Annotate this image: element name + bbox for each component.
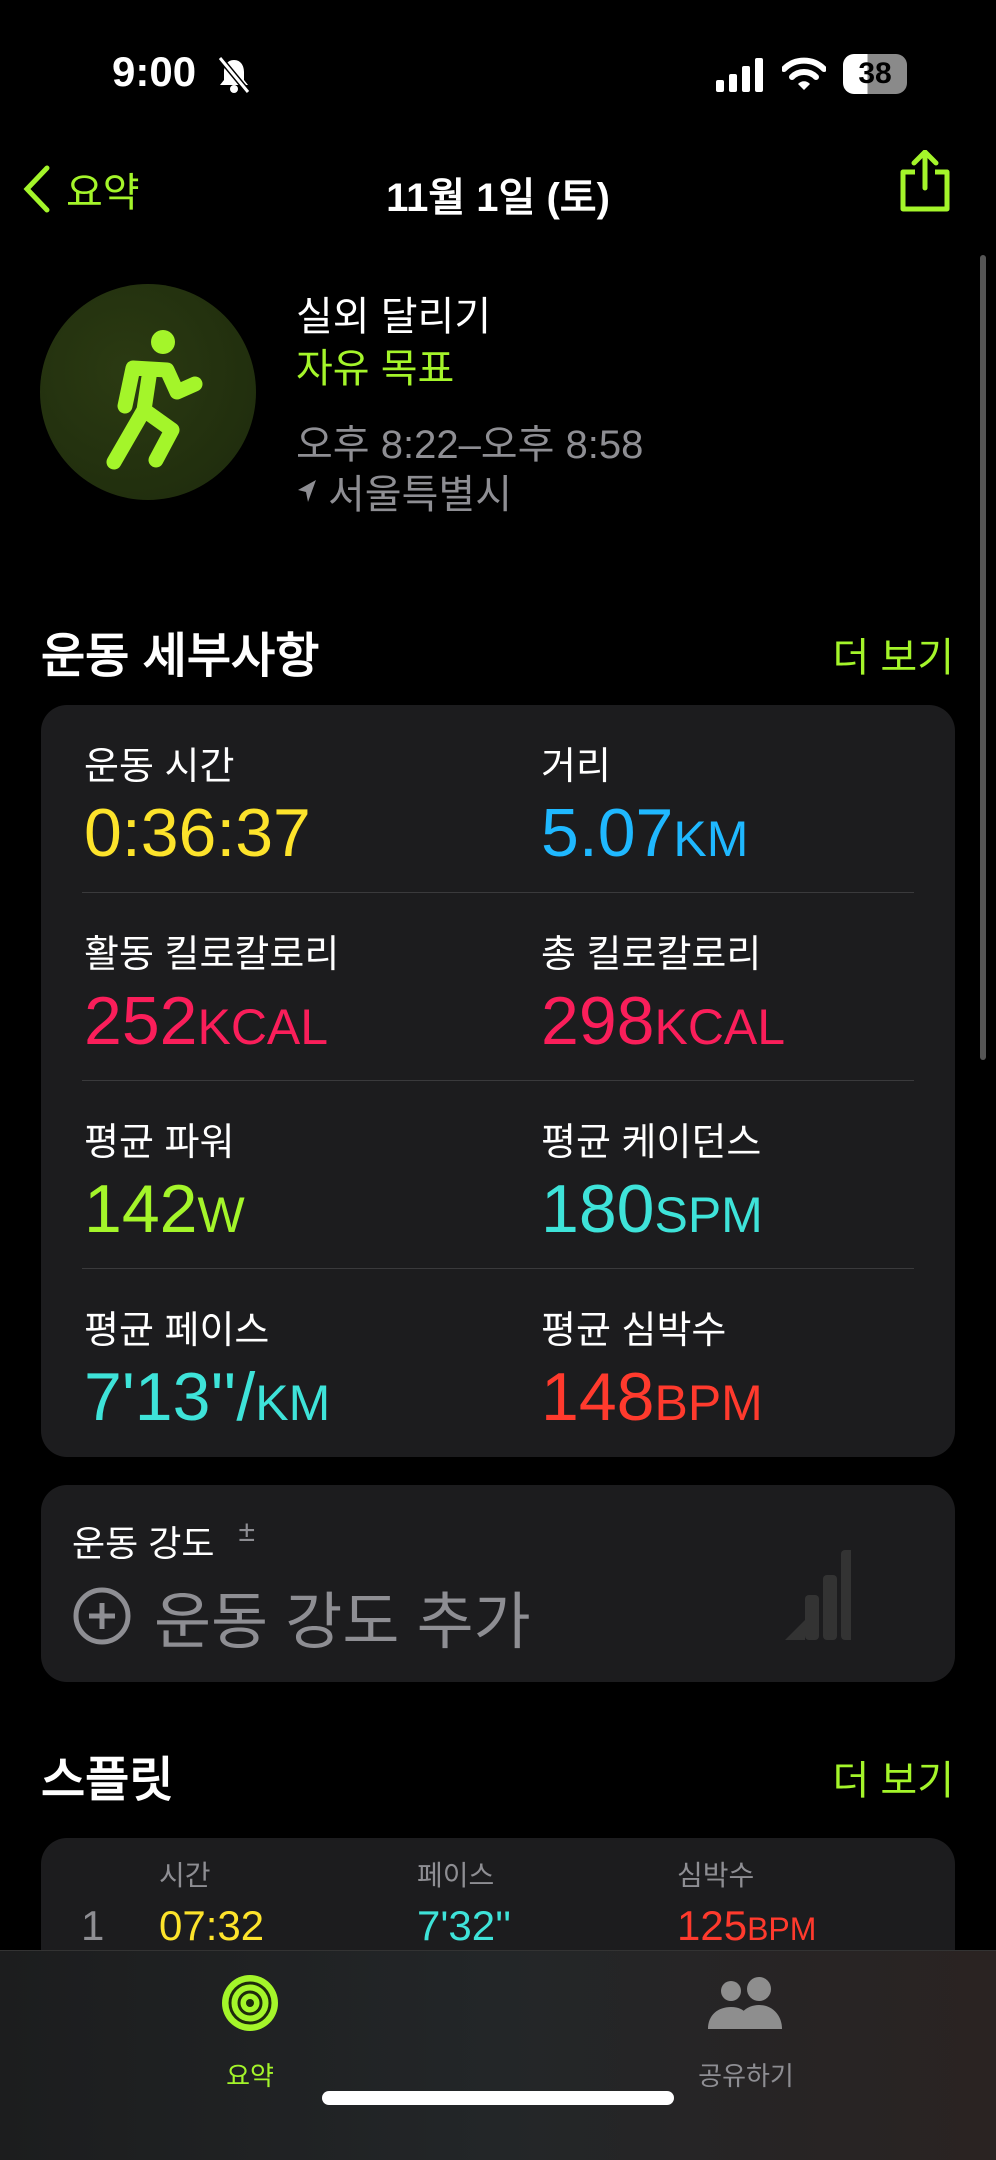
intensity-card[interactable]: 운동 강도 ± 운동 강도 추가	[41, 1485, 955, 1682]
metric-number: 180	[541, 1171, 655, 1247]
metric-label: 활동 킬로칼로리	[84, 934, 340, 976]
splits-header-hr: 심박수	[677, 1860, 755, 1891]
add-intensity-label: 운동 강도 추가	[154, 1588, 531, 1657]
split-index: 1	[81, 1902, 105, 1949]
metric-label: 총 킬로칼로리	[541, 934, 762, 976]
metric-number: 7'13''/	[84, 1359, 256, 1435]
metric-5: 평균 케이던스 180SPM	[541, 1111, 971, 1248]
split-pace: 7'32''	[417, 1902, 512, 1949]
metric-unit: KCAL	[654, 999, 786, 1055]
metric-unit: SPM	[654, 1187, 763, 1243]
location-arrow-icon	[298, 480, 316, 502]
battery-icon: 38	[843, 54, 907, 94]
metric-value: 148BPM	[541, 1358, 971, 1436]
metric-6: 평균 페이스 7'13''/KM	[84, 1299, 514, 1436]
splits-header-time: 시간	[159, 1860, 211, 1891]
scrollbar[interactable]	[980, 255, 986, 1060]
metric-label: 운동 시간	[84, 746, 235, 788]
intensity-label: 운동 강도	[72, 1523, 215, 1564]
splits-more-link[interactable]: 더 보기	[832, 1759, 954, 1803]
metric-value: 0:36:37	[84, 794, 514, 872]
metric-unit: KM	[255, 1375, 331, 1431]
metric-number: 298	[541, 983, 655, 1059]
activity-rings-icon	[222, 1975, 278, 2031]
metric-number: 252	[84, 983, 198, 1059]
home-indicator[interactable]	[322, 2091, 674, 2105]
workout-time-range: 오후 8:22–오후 8:58	[296, 423, 644, 467]
metric-2: 활동 킬로칼로리 252KCAL	[84, 923, 514, 1060]
metric-label: 평균 케이던스	[541, 1122, 762, 1164]
details-section-title: 운동 세부사항	[41, 630, 320, 683]
signal-icon	[716, 58, 763, 92]
back-label: 요약	[66, 171, 140, 215]
metric-unit: KCAL	[197, 999, 329, 1055]
metric-value: 142W	[84, 1170, 514, 1248]
bell-slash-icon	[217, 56, 251, 94]
tab-sharing-label: 공유하기	[698, 2061, 794, 2091]
divider	[82, 1080, 914, 1081]
metric-value: 7'13''/KM	[84, 1358, 514, 1436]
details-more-link[interactable]: 더 보기	[832, 636, 954, 680]
tab-sharing[interactable]: 공유하기	[646, 1971, 846, 2093]
metric-value: 5.07KM	[541, 794, 971, 872]
metric-value: 180SPM	[541, 1170, 971, 1248]
metric-4: 평균 파워 142W	[84, 1111, 514, 1248]
back-button[interactable]: 요약	[22, 160, 140, 218]
splits-section-title: 스플릿	[41, 1754, 174, 1807]
status-time: 9:00	[112, 48, 197, 95]
workout-location: 서울특별시	[296, 462, 512, 520]
running-figure-icon	[106, 330, 203, 470]
metric-number: 5.07	[541, 795, 674, 871]
metric-3: 총 킬로칼로리 298KCAL	[541, 923, 971, 1060]
metric-0: 운동 시간 0:36:37	[84, 735, 514, 872]
details-card: 운동 시간 0:36:37 거리 5.07KM 활동 킬로칼로리 252KCAL 총 킬로칼…	[41, 705, 955, 1457]
metric-unit: BPM	[654, 1375, 763, 1431]
divider	[82, 1268, 914, 1269]
split-hr: 125BPM	[677, 1902, 816, 1950]
metric-label: 평균 페이스	[84, 1310, 270, 1352]
workout-goal: 자유 목표	[296, 347, 455, 391]
metric-unit: W	[197, 1187, 245, 1243]
metric-7: 평균 심박수 148BPM	[541, 1299, 971, 1436]
tab-bar: 요약 공유하기	[0, 1950, 996, 2160]
metric-label: 평균 심박수	[541, 1310, 727, 1352]
plus-minus-icon: ±	[238, 1515, 255, 1548]
split-time: 07:32	[159, 1902, 265, 1949]
workout-type: 실외 달리기	[296, 295, 492, 339]
location-label: 서울특별시	[328, 473, 512, 517]
split-hr-value: 125	[677, 1902, 748, 1949]
plus-circle-icon	[73, 1587, 131, 1645]
share-icon[interactable]	[898, 150, 952, 212]
metric-number: 148	[541, 1359, 655, 1435]
add-intensity-button[interactable]: 운동 강도 추가	[72, 1571, 531, 1661]
chevron-left-icon	[23, 165, 50, 213]
metric-value: 298KCAL	[541, 982, 971, 1060]
metric-number: 0:36:37	[84, 795, 311, 871]
workout-icon	[40, 284, 256, 500]
metric-1: 거리 5.07KM	[541, 735, 971, 872]
tab-summary[interactable]: 요약	[150, 1971, 350, 2093]
page-title: 11월 1일 (토)	[386, 176, 610, 220]
battery-level: 38	[858, 57, 892, 90]
split-hr-unit: BPM	[747, 1911, 817, 1947]
tab-summary-label: 요약	[226, 2061, 274, 2091]
people-icon	[708, 1977, 782, 2029]
intensity-bars-icon	[785, 1550, 851, 1640]
intensity-header: 운동 강도 ±	[72, 1515, 255, 1567]
metric-label: 평균 파워	[84, 1122, 235, 1164]
metric-number: 142	[84, 1171, 198, 1247]
divider	[82, 892, 914, 893]
splits-header-pace: 페이스	[417, 1860, 495, 1891]
metric-unit: KM	[673, 811, 749, 867]
metric-label: 거리	[541, 746, 611, 788]
metric-value: 252KCAL	[84, 982, 514, 1060]
wifi-icon	[782, 57, 826, 90]
